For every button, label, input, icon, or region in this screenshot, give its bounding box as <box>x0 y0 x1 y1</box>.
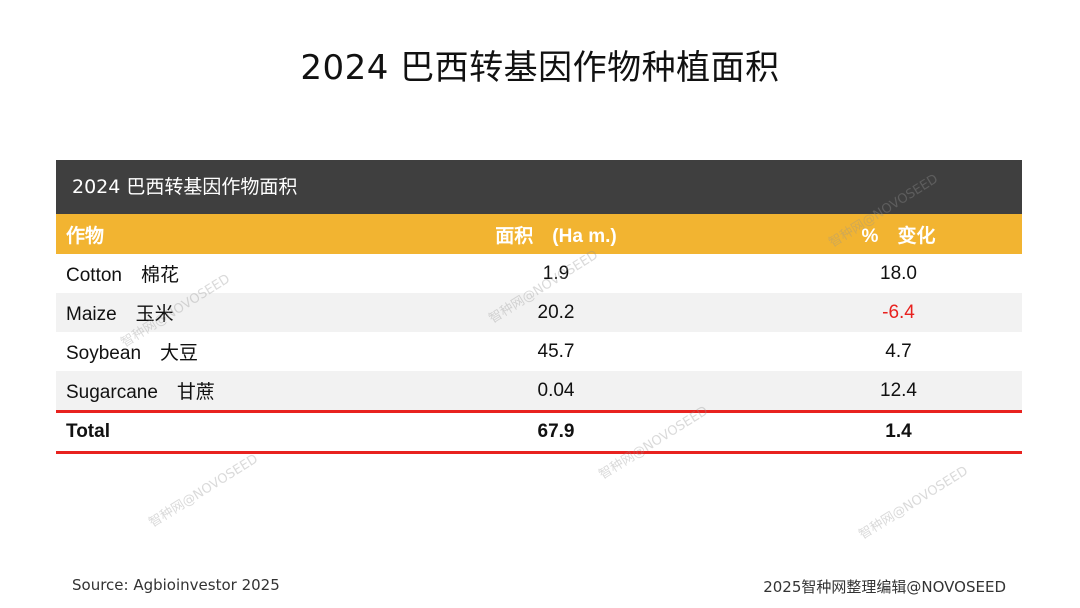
table-caption: 2024 巴西转基因作物面积 <box>56 160 1022 214</box>
total-change: 1.4 <box>885 421 912 442</box>
header-crop: 作物 <box>66 225 105 247</box>
table-row: Maize 玉米 20.2 -6.4 <box>56 293 1022 332</box>
credit-note: 2025智种网整理编辑@NOVOSEED <box>763 578 1006 596</box>
table-row: Sugarcane 甘蔗 0.04 12.4 <box>56 371 1022 410</box>
page-title: 2024 巴西转基因作物种植面积 <box>300 48 780 88</box>
header-area: 面积 (Ha m.) <box>495 225 617 247</box>
row-crop: Maize 玉米 <box>66 304 174 325</box>
source-note: Source: Agbioinvestor 2025 <box>72 576 280 594</box>
crop-area-table: 2024 巴西转基因作物面积 作物 面积 (Ha m.) % 变化 Cotton… <box>56 160 1022 454</box>
watermark: 智种网@NOVOSEED <box>856 463 971 543</box>
row-area: 20.2 <box>537 301 575 323</box>
header-change: % 变化 <box>861 225 936 247</box>
row-change-negative: -6.4 <box>882 301 915 323</box>
total-area: 67.9 <box>537 421 575 442</box>
row-area: 45.7 <box>537 340 575 362</box>
row-change: 4.7 <box>885 340 912 362</box>
row-change: 12.4 <box>880 379 917 401</box>
row-crop: Sugarcane 甘蔗 <box>66 382 215 403</box>
table-row: Cotton 棉花 1.9 18.0 <box>56 254 1022 293</box>
row-area: 0.04 <box>537 379 575 401</box>
row-change: 18.0 <box>880 262 917 284</box>
row-crop: Cotton 棉花 <box>66 265 179 286</box>
total-row: Total 67.9 1.4 <box>56 410 1022 454</box>
row-crop: Soybean 大豆 <box>66 343 199 364</box>
table-header-row: 作物 面积 (Ha m.) % 变化 <box>56 214 1022 254</box>
total-label: Total <box>66 421 110 442</box>
watermark: 智种网@NOVOSEED <box>146 451 261 531</box>
table-row: Soybean 大豆 45.7 4.7 <box>56 332 1022 371</box>
row-area: 1.9 <box>542 262 570 284</box>
